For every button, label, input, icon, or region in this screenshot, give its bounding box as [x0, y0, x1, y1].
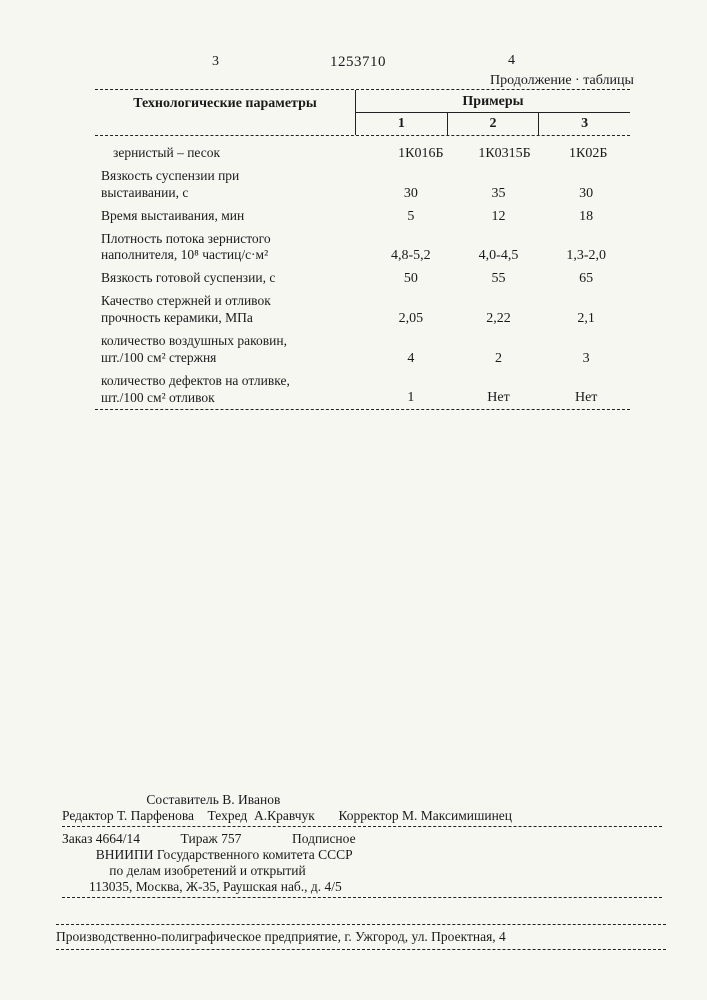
table-cell: Нет [455, 390, 543, 406]
table-cell: 30 [542, 186, 630, 202]
table-body: зернистый – песок1К016Б1К0315Б1К02БВязко… [95, 136, 630, 409]
table-cell: 4,8-5,2 [367, 248, 455, 264]
imprint-block: Составитель В. Иванов Редактор Т. Парфен… [62, 792, 662, 902]
data-table: Технологические параметры Примеры 123 зе… [95, 89, 630, 410]
table-cell: 4,0-4,5 [455, 248, 543, 264]
table-cell: 65 [542, 271, 630, 287]
row-label: количество воздушных раковин,шт./100 см²… [95, 333, 367, 367]
table-cell: 30 [367, 186, 455, 202]
row-label: зернистый – песок [95, 145, 379, 162]
table-cell: 55 [455, 271, 543, 287]
row-label: Плотность потока зернистогонаполнителя, … [95, 231, 367, 265]
table-row: количество дефектов на отливке,шт./100 с… [95, 370, 630, 410]
table-cell: 2,1 [542, 311, 630, 327]
table-col-header: 3 [538, 113, 630, 135]
table-header-row: Технологические параметры Примеры 123 [95, 90, 630, 135]
table-cell: 1К016Б [379, 146, 463, 162]
compiler-line: Составитель В. Иванов [62, 792, 662, 808]
table-row: Время выстаивания, мин51218 [95, 205, 630, 228]
row-label: количество дефектов на отливке,шт./100 с… [95, 373, 367, 407]
table-row: Вязкость готовой суспензии, с505565 [95, 267, 630, 290]
table-col-header: 1 [356, 113, 447, 135]
table-row: Плотность потока зернистогонаполнителя, … [95, 228, 630, 268]
address-line: 113035, Москва, Ж-35, Раушская наб., д. … [62, 879, 662, 895]
table-header-params: Технологические параметры [95, 90, 355, 135]
table-cell: 18 [542, 209, 630, 225]
org-line-2: по делам изобретений и открытий [62, 863, 662, 879]
row-label: Вязкость суспензии привыстаивании, с [95, 168, 367, 202]
table-cell: 1К0315Б [463, 146, 547, 162]
table-cell: 2,22 [455, 311, 543, 327]
table-cell: 5 [367, 209, 455, 225]
table-cell: Нет [542, 390, 630, 406]
table-row: Вязкость суспензии привыстаивании, с3035… [95, 165, 630, 205]
table-cell: 1 [367, 390, 455, 406]
row-label: Время выстаивания, мин [95, 208, 367, 225]
table-cell: 2 [455, 351, 543, 367]
table-cell: 4 [367, 351, 455, 367]
imprint-rule-2 [62, 897, 662, 898]
table-cell: 2,05 [367, 311, 455, 327]
table-row: количество воздушных раковин,шт./100 см²… [95, 330, 630, 370]
table-continuation-label: Продолжение · таблицы [490, 73, 634, 89]
page-number-right: 4 [508, 53, 515, 69]
table-row: Качество стержней и отливокпрочность кер… [95, 290, 630, 330]
row-label: Качество стержней и отливокпрочность кер… [95, 293, 367, 327]
table-header-examples: Примеры [356, 90, 630, 113]
page-number-left: 3 [212, 54, 219, 70]
imprint-rule-1 [62, 826, 662, 827]
table-row: зернистый – песок1К016Б1К0315Б1К02Б [95, 142, 630, 165]
table-col-header: 2 [447, 113, 539, 135]
document-id: 1253710 [330, 54, 386, 71]
org-line-1: ВНИИПИ Государственного комитета СССР [62, 847, 662, 863]
editor-line: Редактор Т. Парфенова Техред А.Кравчук К… [62, 808, 662, 824]
row-label: Вязкость готовой суспензии, с [95, 270, 367, 287]
table-cell: 12 [455, 209, 543, 225]
table-cell: 35 [455, 186, 543, 202]
order-line: Заказ 4664/14 Тираж 757 Подписное [62, 831, 662, 847]
table-cell: 1,3-2,0 [542, 248, 630, 264]
table-bottom-rule [95, 409, 630, 410]
table-cell: 1К02Б [546, 146, 630, 162]
printer-line: Производственно-полиграфическое предприя… [56, 924, 666, 950]
table-cell: 50 [367, 271, 455, 287]
table-cell: 3 [542, 351, 630, 367]
